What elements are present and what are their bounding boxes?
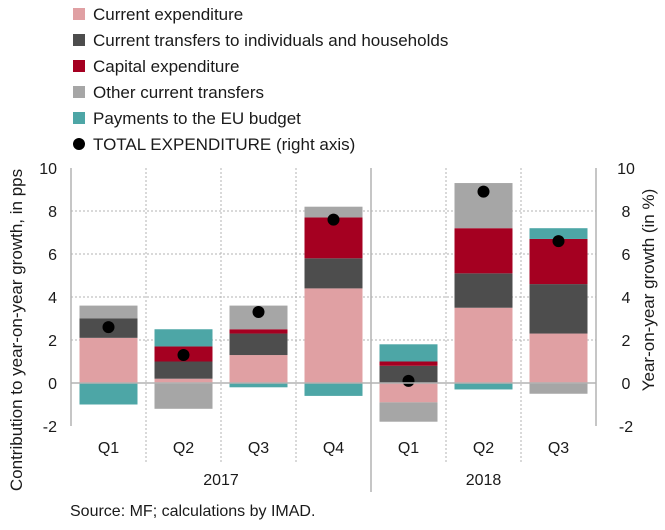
legend-current-transfers-to-individuals-and-households-swatch [73,34,85,46]
total-expenditure-point [477,185,490,198]
y-right-tick-label: 4 [622,290,631,307]
legend-payments-to-the-eu-budget-swatch [73,112,85,124]
bar-segment [304,258,363,289]
total-expenditure-point [102,321,115,334]
bar-segment [154,361,213,379]
bar-segment [304,206,363,218]
total-expenditure-point [402,374,415,387]
bar-segment [454,273,513,308]
legend-capital-expenditure-swatch [73,60,85,72]
bar-segment [454,228,513,274]
y-left-tick-label: 8 [48,204,57,221]
x-axis: Q1 Q2 Q3 Q4 Q1 Q2 Q3 2017 2018 [98,440,569,489]
y-axis-left-title: Contribution to year-on-year growth, in … [7,169,26,491]
bar-segment [304,383,363,396]
bar-segment [529,284,588,334]
x-group-label: 2017 [203,472,239,489]
total-expenditure-point [252,306,265,319]
bar-segment [379,383,438,403]
y-left-tick-label: 4 [48,290,57,307]
x-tick-label: Q3 [548,440,569,457]
legend-current-expenditure-swatch [73,8,85,20]
x-tick-label: Q2 [473,440,494,457]
bar-segment [229,329,288,334]
y-right-tick-label: 2 [622,333,631,350]
source-note: Source: MF; calculations by IMAD. [70,503,316,520]
bar-segment [304,288,363,383]
bar-segment [229,333,288,356]
legend-payments-to-the-eu-budget-label: Payments to the EU budget [93,109,301,128]
y-axis-right: -2 0 2 4 6 8 10 [617,161,635,436]
total-markers [102,185,565,387]
bar-segment [454,307,513,383]
y-right-tick-label: 8 [622,204,631,221]
total-expenditure-point [177,349,190,362]
y-right-tick-label: 0 [622,376,631,393]
legend-total-expenditure-right-axis-label: TOTAL EXPENDITURE (right axis) [93,135,355,154]
y-left-tick-label: 6 [48,247,57,264]
legend-current-expenditure-label: Current expenditure [93,5,243,24]
bar-segment [79,337,138,383]
y-left-tick-label: 0 [48,376,57,393]
bar-segment [529,383,588,394]
x-tick-label: Q1 [398,440,419,457]
legend-capital-expenditure-label: Capital expenditure [93,57,239,76]
x-tick-label: Q4 [323,440,344,457]
bar-segment [529,228,588,239]
legend-other-current-transfers-swatch [73,86,85,98]
y-axis-left: -2 0 2 4 6 8 10 [39,161,57,436]
bar-segment [154,329,213,347]
x-tick-label: Q2 [173,440,194,457]
legend-current-transfers-to-individuals-and-households-label: Current transfers to individuals and hou… [93,31,448,50]
y-right-tick-label: 10 [617,161,635,178]
bar-segment [379,361,438,366]
bar-segment [154,378,213,383]
x-tick-label: Q1 [98,440,119,457]
bar-segment [79,305,138,319]
bar-segment [229,383,288,388]
total-expenditure-point [327,213,340,226]
bar-segment [379,344,438,362]
bar-segment [79,383,138,405]
total-expenditure-point [552,235,565,248]
bar-segment [529,333,588,383]
y-right-tick-label: 6 [622,247,631,264]
y-left-tick-label: 10 [39,161,57,178]
legend-total-expenditure-right-axis-marker [73,138,85,150]
y-left-tick-label: -2 [43,419,57,436]
bar-segment [154,383,213,409]
legend-other-current-transfers-label: Other current transfers [93,83,264,102]
x-group-label: 2018 [466,472,502,489]
bar-segment [379,402,438,422]
bar-segment [454,383,513,390]
legend: Current expenditure Current transfers to … [73,5,448,154]
bar-segment [379,365,438,383]
y-axis-right-title: Year-on-year growth (in %) [639,189,658,392]
bar-segment [229,355,288,383]
bars [79,183,588,422]
x-tick-label: Q3 [248,440,269,457]
y-left-tick-label: 2 [48,333,57,350]
y-right-tick-label: -2 [619,419,633,436]
plot-frame [70,168,597,426]
